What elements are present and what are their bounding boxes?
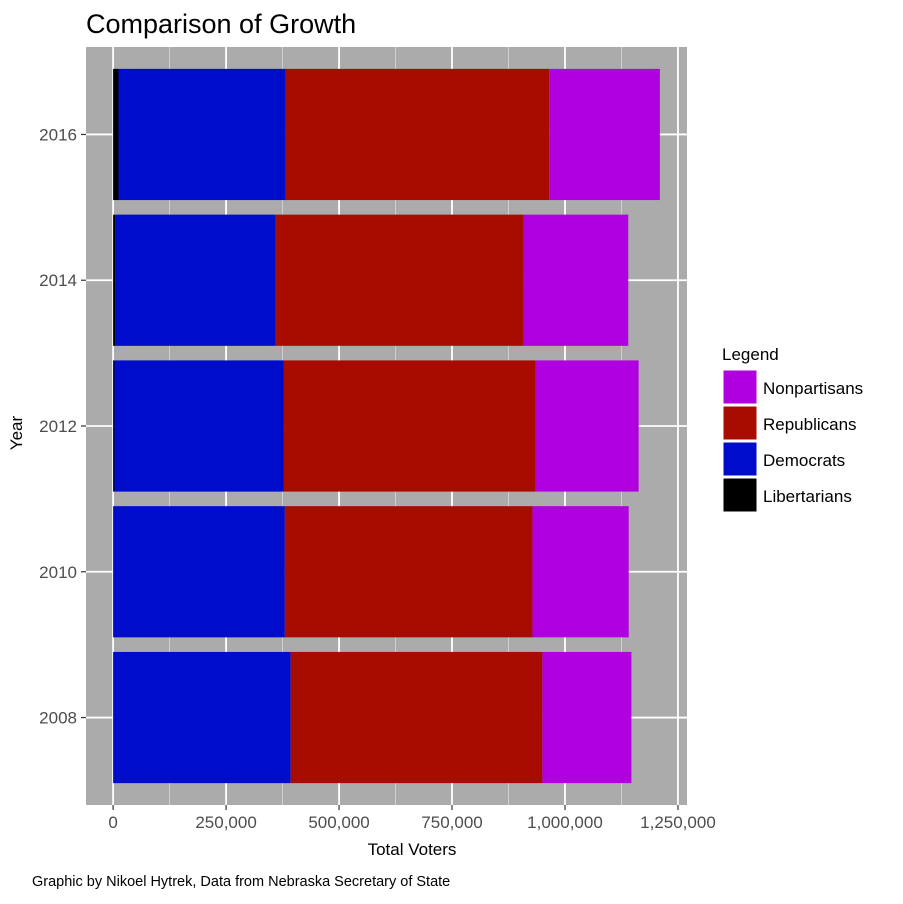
legend: Legend Nonpartisans Republicans Democrats L…	[722, 345, 863, 513]
bar-democrats-2008	[113, 651, 291, 784]
bar-republicans-2014	[275, 214, 524, 346]
y-tick-label: 2014	[39, 271, 77, 290]
bar-democrats-2016	[118, 68, 286, 201]
bar-libertarians-2016	[113, 68, 119, 201]
bar-republicans-2016	[285, 68, 550, 201]
x-tick-label: 500,000	[308, 813, 369, 832]
bar-democrats-2012	[114, 360, 284, 492]
caption: Graphic by Nikoel Hytrek, Data from Nebr…	[32, 874, 450, 890]
legend-label-democrats: Democrats	[763, 451, 845, 470]
x-tick-label: 1,000,000	[527, 813, 603, 832]
bar-nonpartisans-2014	[523, 214, 629, 346]
y-tick-label: 2016	[39, 125, 77, 144]
bar-democrats-2010	[113, 506, 285, 638]
bar-nonpartisans-2010	[532, 506, 629, 638]
bar-nonpartisans-2012	[535, 360, 639, 492]
x-tick-label: 1,250,000	[640, 813, 716, 832]
bar-republicans-2008	[290, 651, 543, 784]
y-tick-label: 2010	[39, 563, 77, 582]
legend-key-democrats	[722, 441, 758, 477]
axis-ticks: 0 250,000 500,000 750,000 1,000,000 1,250,000…	[39, 125, 716, 832]
legend-key-republicans	[722, 405, 758, 441]
x-tick-label: 750,000	[421, 813, 482, 832]
bar-libertarians-2012	[113, 360, 115, 492]
legend-label-republicans: Republicans	[763, 415, 857, 434]
bars	[113, 68, 660, 784]
bar-nonpartisans-2008	[542, 651, 632, 784]
y-tick-label: 2012	[39, 417, 77, 436]
bar-republicans-2012	[283, 360, 536, 492]
legend-label-nonpartisans: Nonpartisans	[763, 379, 863, 398]
legend-label-libertarians: Libertarians	[763, 487, 852, 506]
legend-key-nonpartisans	[722, 369, 758, 405]
bar-democrats-2014	[115, 214, 276, 346]
legend-title: Legend	[722, 345, 779, 364]
bar-republicans-2010	[284, 506, 533, 638]
y-tick-label: 2008	[39, 709, 77, 728]
bar-nonpartisans-2016	[549, 68, 660, 201]
bar-libertarians-2014	[113, 214, 116, 346]
x-tick-label: 0	[108, 813, 117, 832]
x-axis-title: Total Voters	[368, 840, 457, 859]
y-axis-title: Year	[7, 415, 26, 450]
x-tick-label: 250,000	[195, 813, 256, 832]
legend-key-libertarians	[722, 477, 758, 513]
chart-title: Comparison of Growth	[86, 9, 356, 39]
